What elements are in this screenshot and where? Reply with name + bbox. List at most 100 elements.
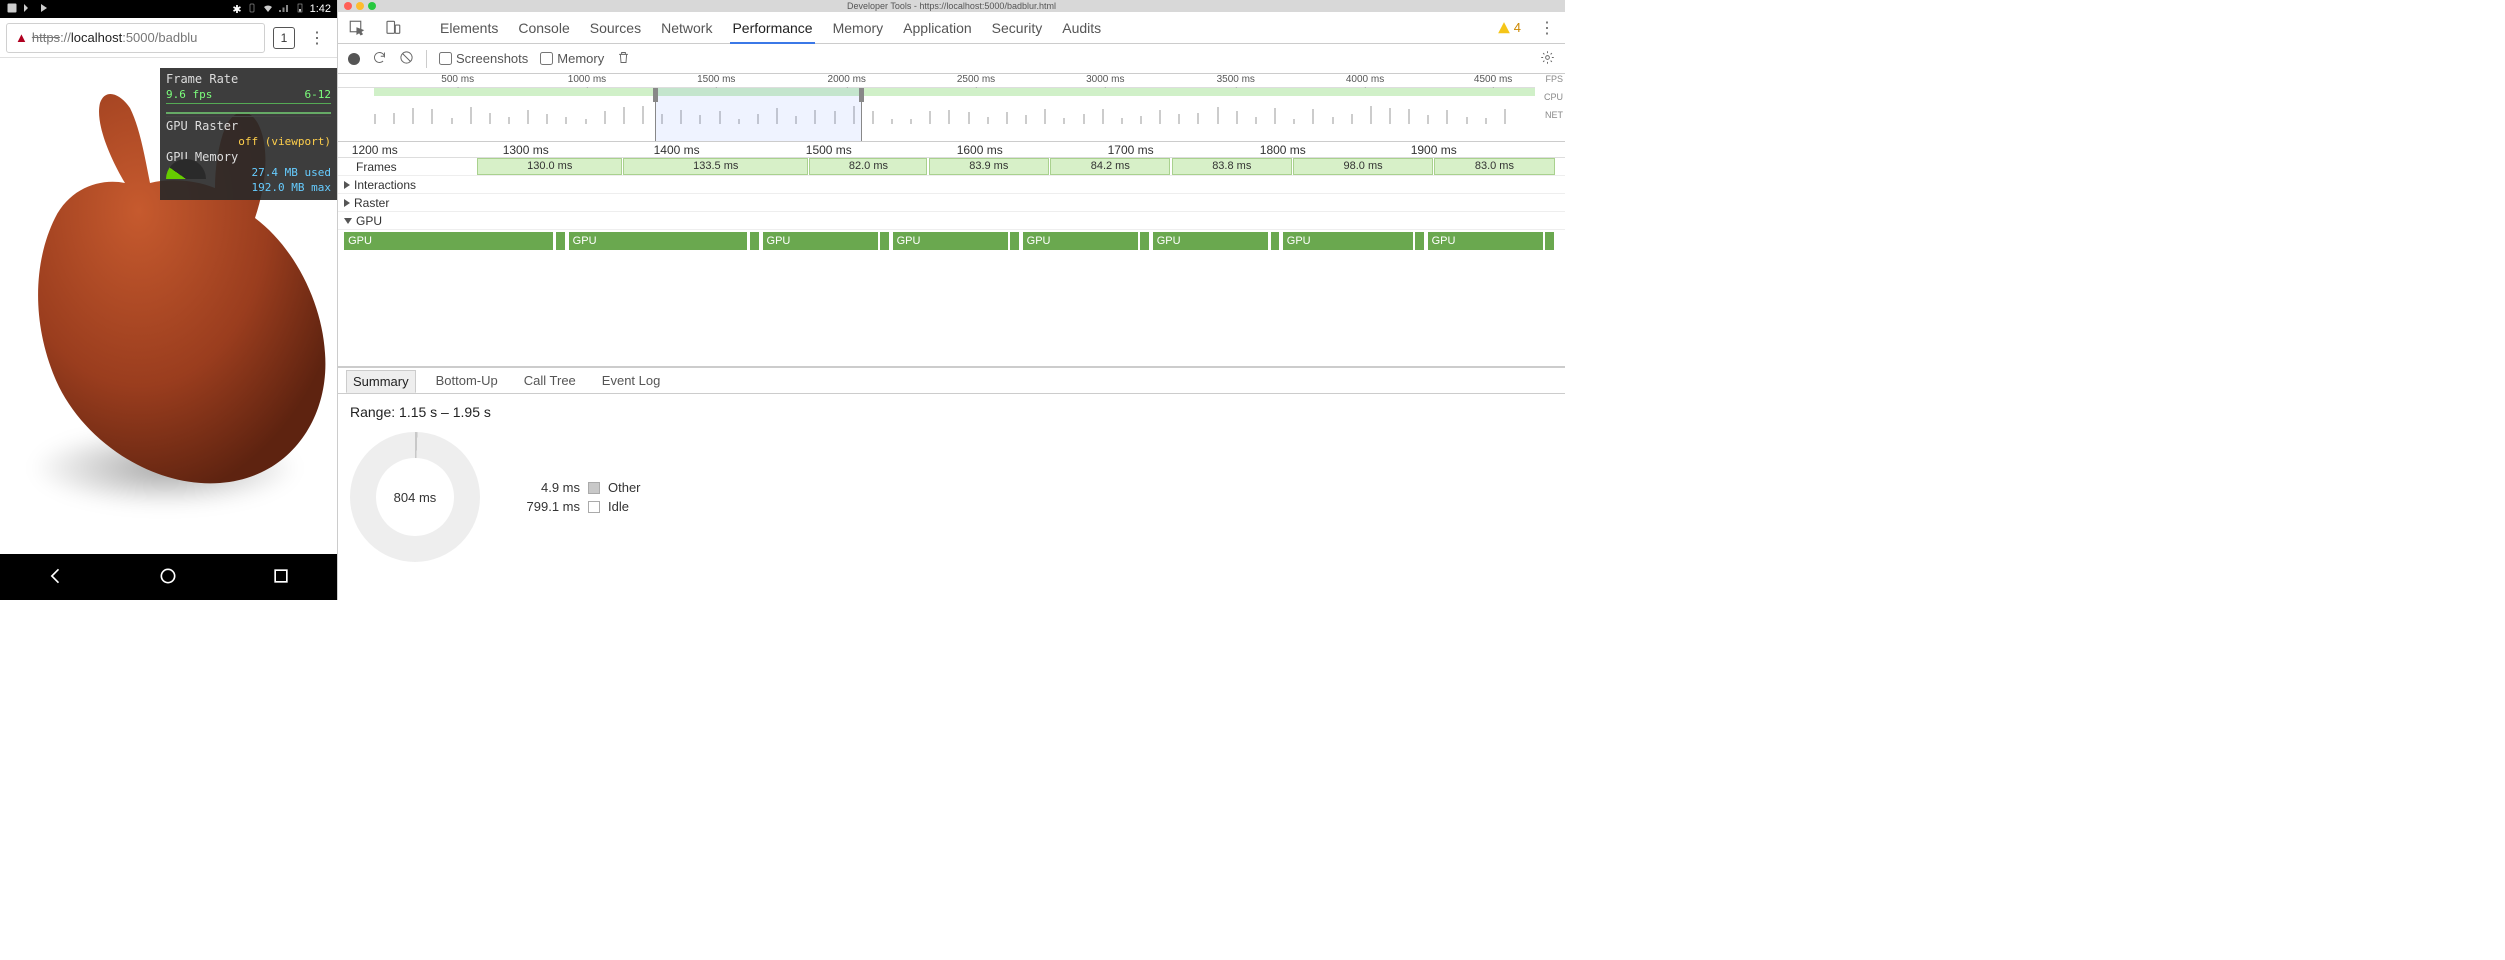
disclosure-icon[interactable] xyxy=(344,181,350,189)
gpu-mem-used: 27.4 MB used xyxy=(252,166,331,179)
clear-button[interactable] xyxy=(399,50,414,68)
frame[interactable]: 83.8 ms xyxy=(1172,158,1292,175)
frame[interactable]: 98.0 ms xyxy=(1293,158,1433,175)
inspect-icon[interactable] xyxy=(348,19,366,37)
detail-tab-event-log[interactable]: Event Log xyxy=(596,370,667,391)
android-statusbar: ✱ 1:42 xyxy=(0,0,337,18)
overview-cpu-label: CPU xyxy=(1535,92,1565,110)
devtools-menu-icon[interactable]: ⋮ xyxy=(1539,18,1555,38)
url-scheme: https xyxy=(32,30,60,45)
gpu-block[interactable]: GPU xyxy=(344,232,553,250)
tab-performance[interactable]: Performance xyxy=(730,14,814,44)
gpu-block xyxy=(880,232,889,250)
screenshots-checkbox[interactable]: Screenshots xyxy=(439,51,528,66)
selection-handle-right[interactable] xyxy=(859,88,864,102)
gpu-block xyxy=(1140,232,1149,250)
browser-address-bar: ▲ https://localhost:5000/badblu 1 ⋮ xyxy=(0,18,337,58)
frame[interactable]: 84.2 ms xyxy=(1050,158,1170,175)
device-icon[interactable] xyxy=(384,19,402,37)
status-time: 1:42 xyxy=(310,3,331,15)
interactions-track[interactable]: Interactions xyxy=(338,176,1565,194)
ruler-tick: 1400 ms xyxy=(654,143,700,157)
play-icon xyxy=(38,2,50,17)
gpu-block xyxy=(556,232,565,250)
gpu-block xyxy=(1271,232,1280,250)
frame[interactable]: 133.5 ms xyxy=(623,158,808,175)
overview-tick: 3500 ms xyxy=(1217,74,1255,85)
warnings-badge[interactable]: 4 xyxy=(1497,20,1521,35)
gpu-block[interactable]: GPU xyxy=(1428,232,1543,250)
gpu-track-header[interactable]: GPU xyxy=(338,212,1565,230)
overview-fps-band xyxy=(374,88,1535,96)
phone-screenshot: ✱ 1:42 ▲ https://localhost:5000/badblu 1… xyxy=(0,0,337,600)
overview-tick: 4000 ms xyxy=(1346,74,1384,85)
gpu-block xyxy=(750,232,759,250)
flamechart[interactable]: 1200 ms1300 ms1400 ms1500 ms1600 ms1700 … xyxy=(338,142,1565,367)
summary-total: 804 ms xyxy=(394,490,437,505)
fps-sparkline xyxy=(166,103,331,117)
ruler-tick: 1600 ms xyxy=(957,143,1003,157)
gpu-raster-label: GPU Raster xyxy=(166,119,331,133)
legend-row: 799.1 msIdle xyxy=(510,499,641,514)
tab-count[interactable]: 1 xyxy=(273,27,295,49)
tab-memory[interactable]: Memory xyxy=(831,14,886,42)
browser-menu-icon[interactable]: ⋮ xyxy=(303,28,331,48)
frame[interactable]: 130.0 ms xyxy=(477,158,622,175)
settings-icon[interactable] xyxy=(1540,50,1555,68)
fps-overlay: Frame Rate 9.6 fps6-12 GPU Raster off (v… xyxy=(160,68,337,200)
bluetooth-icon: ✱ xyxy=(232,3,241,16)
raster-track[interactable]: Raster xyxy=(338,194,1565,212)
gpu-block[interactable]: GPU xyxy=(569,232,747,250)
detail-tab-summary[interactable]: Summary xyxy=(346,370,416,393)
overview-tick: 2500 ms xyxy=(957,74,995,85)
overview-pane[interactable]: 500 ms1000 ms1500 ms2000 ms2500 ms3000 m… xyxy=(338,74,1565,142)
url-path: /badblu xyxy=(155,30,198,45)
gpu-block[interactable]: GPU xyxy=(893,232,1008,250)
selection-handle-left[interactable] xyxy=(653,88,658,102)
gpu-block[interactable]: GPU xyxy=(763,232,878,250)
tab-elements[interactable]: Elements xyxy=(438,14,500,42)
tab-audits[interactable]: Audits xyxy=(1060,14,1103,42)
record-button[interactable] xyxy=(348,53,360,65)
detail-tab-call-tree[interactable]: Call Tree xyxy=(518,370,582,391)
frame[interactable]: 83.0 ms xyxy=(1434,158,1554,175)
tab-console[interactable]: Console xyxy=(516,14,571,42)
window-controls[interactable] xyxy=(344,2,376,10)
url-box[interactable]: ▲ https://localhost:5000/badblu xyxy=(6,23,265,53)
ruler-tick: 1900 ms xyxy=(1411,143,1457,157)
summary-range: Range: 1.15 s – 1.95 s xyxy=(350,404,641,420)
page-viewport: Frame Rate 9.6 fps6-12 GPU Raster off (v… xyxy=(0,58,337,554)
notification-icon xyxy=(22,2,34,17)
window-titlebar: Developer Tools - https://localhost:5000… xyxy=(338,0,1565,12)
gpu-block xyxy=(1415,232,1424,250)
gpu-track: GPU GPU GPU GPU GPU GPU GPU GPU xyxy=(338,232,1565,252)
detail-tabs: Summary Bottom-Up Call Tree Event Log xyxy=(338,368,1565,394)
detail-tab-bottom-up[interactable]: Bottom-Up xyxy=(430,370,504,391)
gpu-block[interactable]: GPU xyxy=(1023,232,1138,250)
overview-tick: 1500 ms xyxy=(697,74,735,85)
gpu-block[interactable]: GPU xyxy=(1283,232,1413,250)
frame[interactable]: 82.0 ms xyxy=(809,158,927,175)
signal-icon xyxy=(278,2,290,17)
overview-tick: 4500 ms xyxy=(1474,74,1512,85)
tab-sources[interactable]: Sources xyxy=(588,14,643,42)
wifi-icon xyxy=(262,2,274,17)
home-icon[interactable] xyxy=(158,566,178,589)
memory-checkbox[interactable]: Memory xyxy=(540,51,604,66)
gpu-gauge-icon xyxy=(166,167,206,179)
gpu-block[interactable]: GPU xyxy=(1153,232,1268,250)
trash-button[interactable] xyxy=(616,50,631,68)
tab-application[interactable]: Application xyxy=(901,14,974,42)
frame-rate-label: Frame Rate xyxy=(166,72,331,86)
tab-network[interactable]: Network xyxy=(659,14,714,42)
disclosure-icon[interactable] xyxy=(344,218,352,224)
recents-icon[interactable] xyxy=(271,566,291,589)
overview-cpu-band xyxy=(338,100,1535,124)
disclosure-icon[interactable] xyxy=(344,199,350,207)
overview-selection[interactable] xyxy=(655,88,862,141)
frame[interactable]: 83.9 ms xyxy=(929,158,1049,175)
back-icon[interactable] xyxy=(46,566,66,589)
reload-button[interactable] xyxy=(372,50,387,68)
fps-value: 9.6 fps xyxy=(166,88,212,101)
tab-security[interactable]: Security xyxy=(990,14,1045,42)
